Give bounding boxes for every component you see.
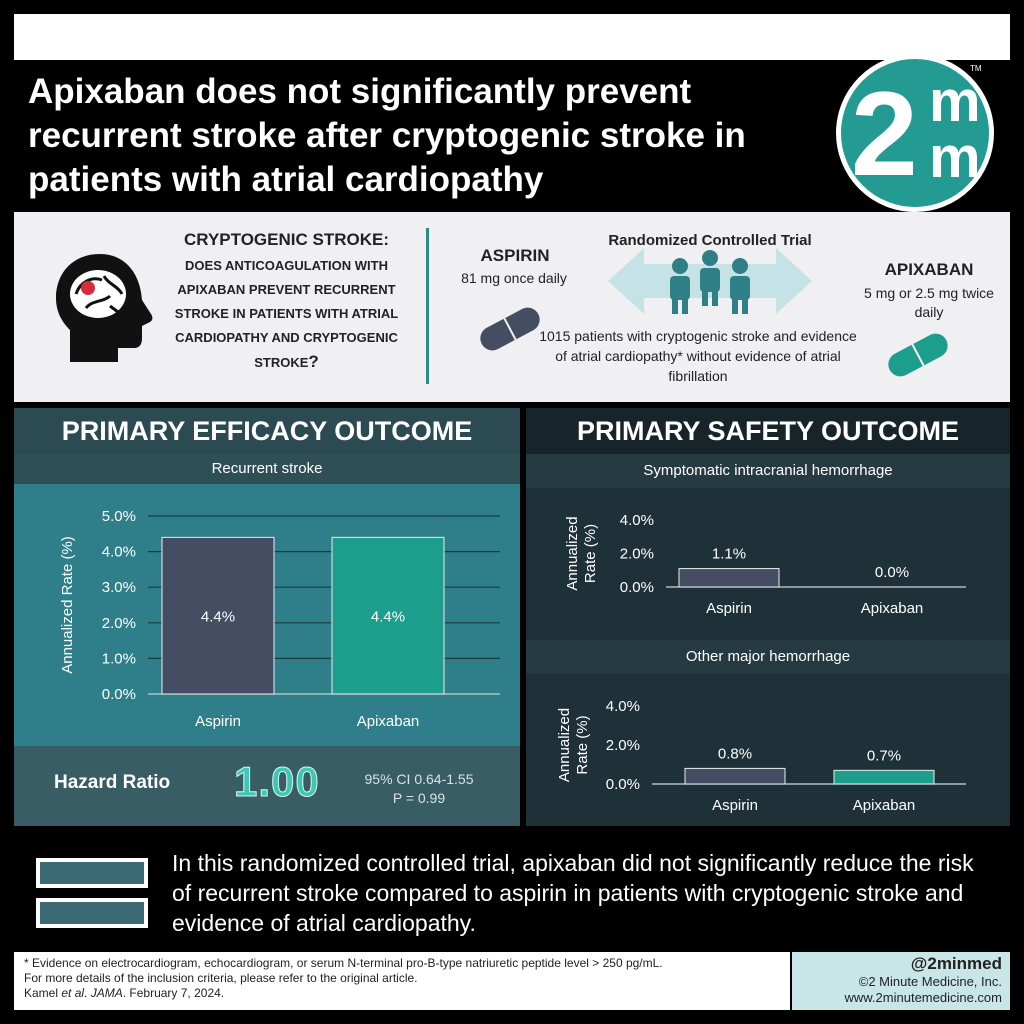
citation-journal: JAMA — [90, 986, 123, 1000]
safety-panel: PRIMARY SAFETY OUTCOME Symptomatic intra… — [526, 408, 1010, 826]
trial-population: 1015 patients with cryptogenic stroke an… — [539, 328, 857, 384]
apixaban-dose: 5 mg or 2.5 mg twice daily — [864, 285, 994, 320]
x-tick-label: Apixaban — [853, 797, 916, 814]
title-line: Apixaban does not significantly prevent — [28, 72, 692, 111]
major-hemorrhage-bar-chart: 0.0% 2.0% 4.0% 0.8% Aspirin 0.7% Apixaban Annua… — [556, 698, 966, 814]
copyright: ©2 Minute Medicine, Inc. — [858, 974, 1002, 989]
data-label: 4.4% — [201, 609, 235, 626]
efficacy-panel: PRIMARY EFFICACY OUTCOME Recurrent strok… — [14, 408, 520, 826]
question-mark: ? — [308, 352, 319, 371]
bar-apixaban — [833, 769, 935, 785]
efficacy-chart-area: 0.0% 1.0% 2.0% 3.0% 4.0% 5.0% 4.4% Aspirin 4.4% A… — [14, 484, 520, 746]
safety-subheading-ich: Symptomatic intracranial hemorrhage — [526, 454, 1010, 488]
y-tick-label: 2.0% — [102, 615, 136, 632]
y-tick-label: 0.0% — [606, 776, 640, 793]
data-label: 0.7% — [867, 747, 901, 764]
confidence-interval: 95% CI 0.64-1.55 P = 0.99 — [344, 770, 494, 808]
logo-digit: 2 — [851, 67, 918, 201]
page-title: Apixaban does not significantly prevent … — [28, 70, 818, 202]
trial-design: Randomized Controlled Trial — [608, 232, 812, 249]
y-tick-label: 4.0% — [620, 512, 654, 529]
bar-aspirin — [678, 568, 780, 588]
aspirin-pill-icon — [480, 307, 540, 351]
logo: 2 m m — [836, 54, 994, 212]
footnote: * Evidence on electrocardiogram, echocar… — [24, 956, 663, 970]
apixaban-arm-label: APIXABAN — [884, 260, 974, 279]
website-link[interactable]: www.2minutemedicine.com — [844, 990, 1002, 1005]
aspirin-dose: 81 mg once daily — [461, 270, 567, 286]
title-line: patients with atrial cardiopathy — [28, 160, 544, 199]
randomization-arrow-icon — [608, 248, 812, 314]
y-axis-label: Annualized — [564, 516, 581, 590]
social-handle[interactable]: @2minmed — [910, 954, 1002, 973]
study-summary: CRYPTOGENIC STROKE: DOES ANTICOAGULATION… — [14, 212, 1010, 402]
y-tick-label: 4.0% — [606, 698, 640, 715]
trademark: TM — [970, 64, 982, 73]
x-tick-label: Apixaban — [861, 600, 924, 617]
data-label: 0.8% — [718, 745, 752, 762]
y-tick-label: 3.0% — [102, 579, 136, 596]
y-tick-label: 4.0% — [102, 544, 136, 561]
question-text: DOES ANTICOAGULATION WITH APIXABAN PREVE… — [164, 254, 409, 375]
bar-apixaban — [331, 536, 445, 695]
safety-subheading-major: Other major hemorrhage — [526, 640, 1010, 674]
conclusion-text: In this randomized controlled trial, api… — [172, 850, 974, 936]
y-tick-label: 0.0% — [620, 579, 654, 596]
data-label: 0.0% — [875, 564, 909, 581]
hazard-ratio-label: Hazard Ratio — [54, 772, 171, 793]
y-tick-label: 5.0% — [102, 508, 136, 525]
footnote: For more details of the inclusion criter… — [24, 971, 418, 985]
citation-dot: . — [84, 986, 91, 1000]
x-tick-label: Aspirin — [195, 713, 241, 730]
bar-aspirin — [161, 536, 275, 695]
brain-head-icon — [56, 254, 153, 362]
top-band — [14, 14, 1010, 60]
citation-etal: et al — [61, 986, 85, 1000]
citation: Kamel et al. JAMA. February 7, 2024. — [24, 986, 780, 1001]
logo-letter: m — [929, 125, 981, 190]
data-label: 4.4% — [371, 609, 405, 626]
aspirin-arm-label: ASPIRIN — [480, 246, 550, 265]
hazard-ratio-bar: Hazard Ratio 1.00 95% CI 0.64-1.55 P = 0… — [14, 746, 520, 826]
summary-icon — [36, 858, 148, 928]
y-axis-label: Annualized Rate (%) — [59, 536, 76, 674]
hazard-ratio-value: 1.00 — [234, 758, 320, 806]
x-tick-label: Apixaban — [357, 713, 420, 730]
y-tick-label: 2.0% — [606, 737, 640, 754]
apixaban-pill-icon — [888, 333, 948, 377]
y-tick-label: 1.0% — [102, 650, 136, 667]
title-line: recurrent stroke after cryptogenic strok… — [28, 116, 746, 155]
x-tick-label: Aspirin — [706, 600, 752, 617]
ich-bar-chart: 0.0% 2.0% 4.0% 1.1% Aspirin 0.0% Apixaban Annua… — [564, 512, 966, 617]
efficacy-heading: PRIMARY EFFICACY OUTCOME — [14, 408, 520, 454]
safety-heading: PRIMARY SAFETY OUTCOME — [526, 408, 1010, 454]
x-tick-label: Aspirin — [712, 797, 758, 814]
bar-aspirin — [684, 767, 786, 785]
footnotes: * Evidence on electrocardiogram, echocar… — [14, 952, 790, 1010]
logo-letter: m — [929, 69, 981, 134]
conclusion: In this randomized controlled trial, api… — [14, 832, 1010, 950]
y-axis-label: Annualized — [556, 708, 573, 782]
ci-text: 95% CI 0.64-1.55 — [364, 771, 474, 787]
citation-authors: Kamel — [24, 986, 62, 1000]
efficacy-subheading: Recurrent stroke — [14, 454, 520, 484]
divider — [426, 228, 429, 384]
question-body: DOES ANTICOAGULATION WITH APIXABAN PREVE… — [174, 258, 399, 370]
p-value: P = 0.99 — [392, 790, 446, 806]
efficacy-bar-chart: 0.0% 1.0% 2.0% 3.0% 4.0% 5.0% 4.4% Aspirin 4.4% A… — [59, 508, 500, 730]
data-label: 1.1% — [712, 546, 746, 563]
y-axis-label: Rate (%) — [574, 715, 591, 774]
y-axis-label: Rate (%) — [582, 524, 599, 583]
citation-date: . February 7, 2024. — [122, 986, 225, 1000]
y-tick-label: 0.0% — [102, 686, 136, 703]
question-title: CRYPTOGENIC STROKE: — [184, 230, 389, 249]
credits: @2minmed ©2 Minute Medicine, Inc. www.2m… — [792, 952, 1010, 1010]
y-tick-label: 2.0% — [620, 546, 654, 563]
